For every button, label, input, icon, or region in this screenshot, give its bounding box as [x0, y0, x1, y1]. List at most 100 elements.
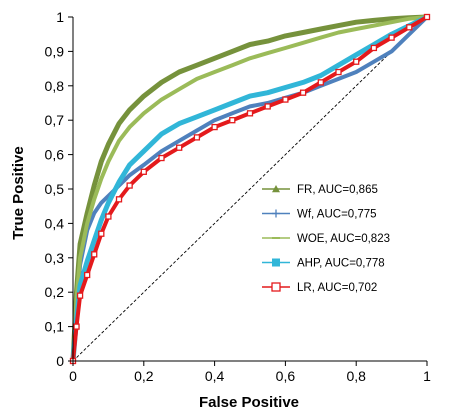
data-point [142, 94, 145, 98]
data-point [85, 260, 89, 263]
data-point [319, 36, 322, 39]
data-point [229, 117, 236, 124]
data-point [115, 196, 123, 203]
data-point [231, 63, 234, 67]
data-point [78, 242, 82, 246]
data-point [337, 24, 340, 27]
data-point [176, 144, 183, 151]
data-point [211, 123, 218, 131]
data-point [370, 44, 378, 52]
data-point [372, 19, 376, 22]
data-point [355, 53, 358, 57]
data-point [388, 34, 395, 41]
data-point [178, 122, 181, 125]
legend-label: Wf, AUC=0,775 [297, 209, 377, 221]
data-point [126, 182, 133, 189]
data-point [107, 143, 110, 146]
data-point [408, 33, 411, 36]
data-point [231, 50, 234, 53]
data-point [140, 168, 147, 175]
data-point [160, 149, 163, 153]
data-point [390, 50, 393, 53]
data-point [93, 198, 96, 201]
x-tick-label: 0 [69, 368, 77, 384]
data-point [337, 63, 340, 67]
data-point [195, 115, 199, 118]
data-point [100, 177, 103, 180]
data-point [301, 81, 305, 84]
data-point [355, 27, 358, 31]
data-point [193, 134, 201, 141]
data-point [248, 57, 252, 60]
data-point [317, 79, 324, 86]
data-point [266, 91, 269, 94]
data-point [406, 24, 413, 31]
y-tick-label: 0,9 [45, 43, 65, 59]
data-point [372, 60, 376, 63]
data-point [282, 96, 289, 103]
legend-item: Wf, AUC=0,775 [262, 209, 377, 221]
legend-item: WOE, AUC=0,823 [262, 233, 390, 245]
data-point [299, 89, 307, 96]
data-point [213, 70, 216, 74]
data-point [91, 251, 98, 258]
data-point [160, 132, 163, 136]
data-point [264, 103, 271, 110]
data-point [98, 230, 105, 237]
legend-marker [272, 185, 280, 193]
data-point [284, 46, 287, 50]
legend: FR, AUC=0,865 Wf, AUC=0,775 WOE, AUC=0,823… [262, 184, 390, 294]
data-point [73, 323, 80, 330]
series-lr [69, 13, 431, 365]
data-point [93, 239, 96, 242]
data-point [319, 27, 322, 31]
data-point [301, 31, 305, 34]
data-point [248, 105, 252, 108]
legend-item: AHP, AUC=0,778 [262, 258, 385, 270]
data-point [117, 122, 121, 125]
data-point [128, 163, 131, 167]
legend-item: FR, AUC=0,865 [262, 184, 378, 196]
data-point [390, 17, 393, 20]
data-point [117, 180, 121, 184]
data-point [100, 201, 103, 204]
data-point [78, 256, 82, 259]
data-point [142, 149, 145, 153]
data-point [246, 110, 254, 117]
data-point [355, 20, 358, 24]
data-point [178, 88, 181, 91]
data-point [195, 77, 199, 81]
data-point [107, 160, 110, 163]
data-point [160, 98, 163, 101]
legend-item: LR, AUC=0,702 [262, 282, 377, 294]
data-point [266, 39, 269, 43]
y-tick-label: 0,7 [45, 112, 65, 128]
x-tick-label: 0,2 [134, 368, 154, 384]
y-tick-label: 0,1 [45, 319, 65, 335]
data-point [158, 154, 165, 162]
data-point [100, 160, 103, 163]
x-axis-title: False Positive [199, 394, 299, 411]
series-layer [69, 13, 431, 365]
data-point [178, 70, 181, 74]
legend-marker [272, 258, 280, 267]
data-point [372, 24, 376, 27]
data-point [353, 58, 360, 65]
y-tick-label: 0,2 [45, 284, 65, 300]
data-point [195, 129, 199, 132]
data-point [390, 20, 393, 24]
data-point [266, 51, 269, 55]
data-point [248, 43, 252, 46]
data-point [335, 68, 342, 76]
x-tick-label: 0,8 [346, 368, 366, 384]
x-tick-label: 0,4 [205, 368, 225, 384]
data-point [93, 184, 96, 187]
data-point [128, 108, 131, 112]
data-point [128, 125, 131, 129]
data-point [78, 284, 82, 287]
data-point [337, 31, 340, 34]
legend-label: LR, AUC=0,702 [297, 282, 377, 294]
data-point [195, 63, 199, 67]
data-point [408, 17, 411, 20]
data-point [142, 112, 145, 115]
